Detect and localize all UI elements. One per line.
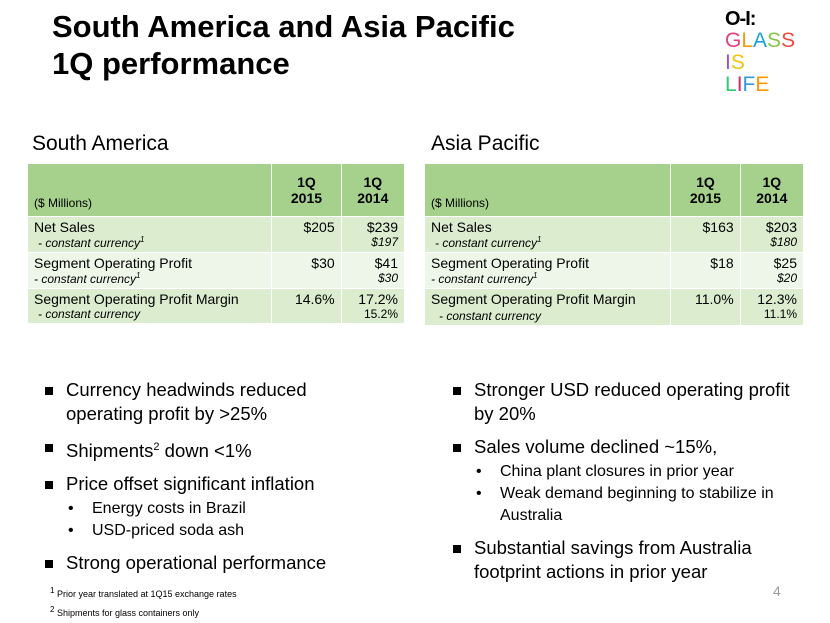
row-label: Segment Operating Profit - constant curre… — [26, 252, 273, 289]
asia-pacific-table: ($ Millions) 1Q 2015 1Q 2014 Net Sales - co… — [423, 163, 805, 326]
list-item: Sales volume declined ~15%, China plant … — [448, 435, 798, 527]
logo-word-is: IS — [725, 51, 745, 74]
south-america-bullets: Currency headwinds reduced operating pro… — [40, 378, 380, 584]
value: $25 $20 — [739, 252, 805, 289]
table-header-row: ($ Millions) 1Q 2015 1Q 2014 — [26, 163, 406, 217]
asia-pacific-heading: Asia Pacific — [431, 132, 540, 155]
south-america-table: ($ Millions) 1Q 2015 1Q 2014 Net Sales - co… — [26, 163, 406, 324]
slide-title: South America and Asia Pacific 1Q perfor… — [52, 8, 515, 82]
value: $205 — [271, 216, 342, 253]
row-label: Net Sales - constant currency1 — [26, 216, 273, 253]
value: 11.0% — [670, 288, 741, 326]
table-row: Segment Operating Profit - constant curre… — [423, 252, 805, 289]
asia-pacific-bullets: Stronger USD reduced operating profit by… — [448, 378, 798, 593]
value: $30 — [271, 252, 342, 289]
value: $163 — [670, 216, 741, 253]
col-1q2014: 1Q 2014 — [340, 163, 406, 217]
table-header-row: ($ Millions) 1Q 2015 1Q 2014 — [423, 163, 805, 217]
value: $239 $197 — [340, 216, 406, 253]
table-row: Segment Operating Profit - constant curre… — [26, 252, 406, 289]
logo-word-glass: GLASS — [725, 29, 796, 52]
table-row: Segment Operating Profit Margin - constan… — [423, 288, 805, 326]
value: 12.3% 11.1% — [739, 288, 805, 326]
unit-label: ($ Millions) — [26, 163, 273, 217]
sub-list-item: USD-priced soda ash — [66, 520, 380, 542]
table-row: Net Sales - constant currency1 $163 $203 $… — [423, 216, 805, 253]
list-item: Stronger USD reduced operating profit by… — [448, 378, 798, 426]
row-label: Segment Operating Profit - constant curre… — [423, 252, 672, 289]
list-item: Substantial savings from Australia footp… — [448, 536, 798, 584]
row-label: Segment Operating Profit Margin - constan… — [423, 288, 672, 326]
list-item: Price offset significant inflation Energ… — [40, 472, 380, 542]
footnote-1: 1 Prior year translated at 1Q15 exchange… — [50, 586, 237, 599]
table-row: Segment Operating Profit Margin - constan… — [26, 288, 406, 324]
footnotes: 1 Prior year translated at 1Q15 exchange… — [50, 583, 237, 621]
col-1q2015: 1Q 2015 — [271, 163, 342, 217]
value: $203 $180 — [739, 216, 805, 253]
oi-glass-is-life-logo: O-I: GLASS IS LIFE — [725, 8, 815, 103]
page-number: 4 — [773, 583, 781, 599]
value: $41 $30 — [340, 252, 406, 289]
list-item: Shipments2 down <1% — [40, 435, 380, 463]
sub-list-item: Energy costs in Brazil — [66, 498, 380, 520]
table-row: Net Sales - constant currency1 $205 $239 $… — [26, 216, 406, 253]
logo-mark: O-I: — [725, 8, 756, 30]
row-label: Net Sales - constant currency1 — [423, 216, 672, 253]
sub-list-item: Weak demand beginning to stabilize in Au… — [474, 483, 798, 527]
list-item: Currency headwinds reduced operating pro… — [40, 378, 380, 426]
unit-label: ($ Millions) — [423, 163, 672, 217]
row-label: Segment Operating Profit Margin - constan… — [26, 288, 273, 324]
col-1q2015: 1Q 2015 — [670, 163, 741, 217]
logo-word-life: LIFE — [725, 73, 770, 96]
col-1q2014: 1Q 2014 — [739, 163, 805, 217]
footnote-2: 2 Shipments for glass containers only — [50, 605, 200, 618]
value: 17.2% 15.2% — [340, 288, 406, 324]
list-item: Strong operational performance — [40, 551, 380, 575]
value: $18 — [670, 252, 741, 289]
title-line-1: South America and Asia Pacific — [52, 9, 515, 44]
sub-list-item: China plant closures in prior year — [474, 461, 798, 483]
value: 14.6% — [271, 288, 342, 324]
title-line-2: 1Q performance — [52, 46, 290, 81]
south-america-heading: South America — [32, 132, 169, 155]
